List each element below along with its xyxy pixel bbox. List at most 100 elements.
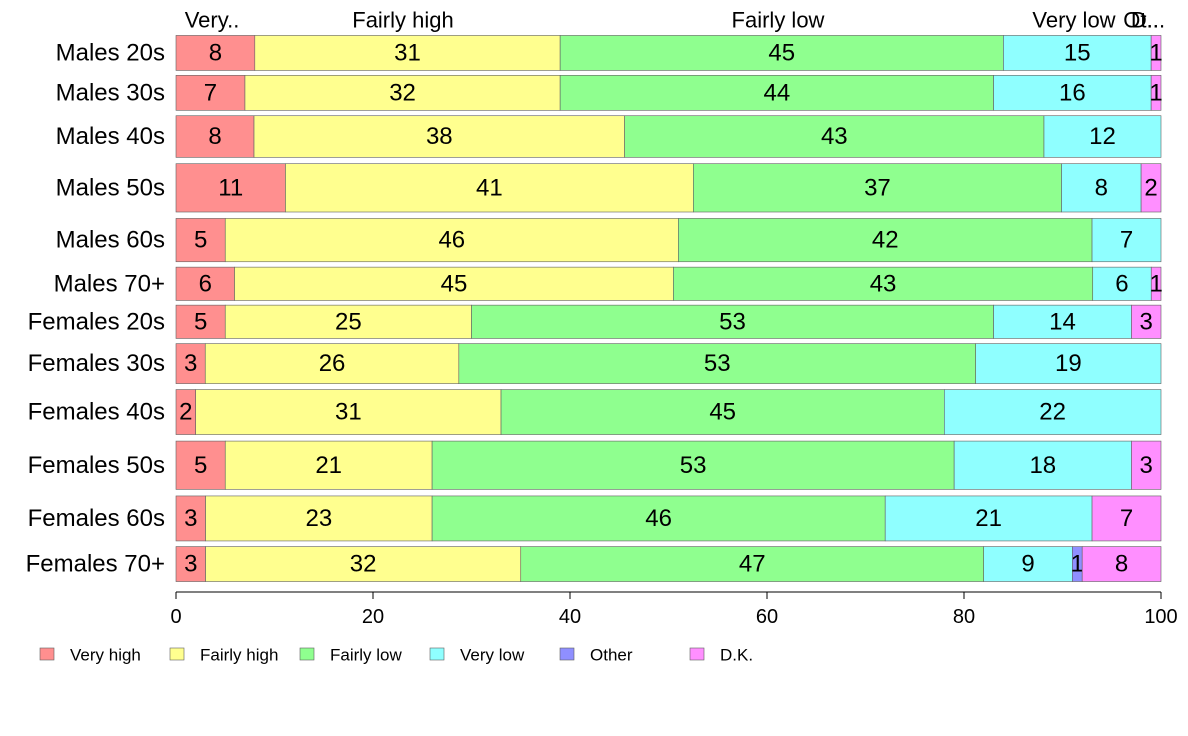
data-label-males-70-fairly-high: 45 [441,270,468,297]
data-label-males-20s-d-k: 1 [1149,39,1162,66]
bar-segment-males-20s-fairly-low [559,35,1004,71]
bar-segment-males-50s-fairly-low [693,163,1062,213]
data-label-females-20s-fairly-low: 53 [719,308,746,335]
category-label-males-30s: Males 30s [56,79,165,106]
bar-segment-females-30s-fairly-low [458,343,977,384]
data-label-females-40s-fairly-low: 45 [709,399,736,426]
data-label-males-50s-very-high: 11 [218,174,243,201]
data-label-males-60s-fairly-low: 42 [872,227,899,254]
bar-segment-females-50s-fairly-low [431,440,955,490]
x-tick-label-100: 100 [1144,606,1177,628]
bar-segment-males-40s-very-low [1043,115,1162,158]
legend-label-other: Other [590,646,633,665]
data-label-females-50s-fairly-high: 21 [315,452,342,479]
data-label-females-70-fairly-high: 32 [350,551,377,578]
data-label-females-50s-very-high: 5 [194,452,207,479]
data-label-females-60s-very-high: 3 [184,505,197,532]
data-label-males-60s-very-high: 5 [194,227,207,254]
legend-swatch-fairly-low [299,647,315,661]
data-label-females-70-d-k: 8 [1115,551,1128,578]
bar-segment-males-30s-fairly-low [559,75,994,111]
bar-segment-females-40s-fairly-high [195,389,502,435]
bar-segment-females-60s-very-high [175,495,206,542]
data-label-males-30s-very-high: 7 [204,79,217,106]
category-label-males-40s: Males 40s [56,123,165,150]
bar-segment-males-70-very-high [175,266,235,301]
data-label-males-20s-very-high: 8 [209,39,222,66]
bar-segment-males-50s-fairly-high [285,163,694,213]
bar-segment-males-20s-very-high [175,35,256,71]
data-label-females-20s-very-low: 14 [1049,308,1076,335]
bar-segment-males-50s-very-low [1061,163,1142,213]
bar-segment-females-50s-d-k [1131,440,1162,490]
data-label-males-30s-fairly-high: 32 [389,79,416,106]
bar-segment-females-60s-very-low [884,495,1093,542]
data-label-females-30s-fairly-high: 26 [319,350,346,377]
data-label-males-70-very-high: 6 [199,270,212,297]
data-label-females-50s-very-low: 18 [1029,452,1056,479]
category-label-females-40s: Females 40s [28,399,165,426]
bar-segment-males-70-d-k [1150,266,1162,301]
legend-swatch-fairly-high [169,647,185,661]
data-label-females-30s-fairly-low: 53 [704,350,731,377]
bar-segment-males-30s-d-k [1150,75,1162,111]
bar-segment-males-60s-very-low [1091,218,1162,263]
data-label-males-70-fairly-low: 43 [870,270,897,297]
data-label-males-70-very-low: 6 [1115,270,1128,297]
bar-segment-females-60s-d-k [1091,495,1162,542]
bar-segment-females-70-very-low [983,546,1073,582]
top-label-very-high: Very.. [185,8,240,33]
legend-swatch-d-k [689,647,705,661]
bar-segment-males-60s-fairly-low [678,218,1093,263]
bar-segment-females-30s-very-high [175,343,206,384]
bar-segment-females-30s-very-low [975,343,1162,384]
data-label-females-50s-fairly-low: 53 [680,452,707,479]
legend-label-d-k: D.K. [720,646,753,665]
legend-label-fairly-high: Fairly high [200,646,278,665]
data-label-females-20s-very-high: 5 [194,308,207,335]
top-label-other: Ot.. [1123,8,1158,33]
bar-segment-females-50s-very-high [175,440,226,490]
bar-segment-females-60s-fairly-low [431,495,886,542]
bar-segment-males-20s-d-k [1150,35,1162,71]
bar-segment-females-50s-fairly-high [224,440,433,490]
bar-segment-females-20s-very-low [993,304,1132,339]
data-label-females-20s-d-k: 3 [1140,308,1153,335]
data-label-females-70-very-low: 9 [1021,551,1034,578]
data-label-males-70-d-k: 1 [1149,270,1162,297]
top-label-very-low: Very low [1032,8,1115,33]
x-tick-label-60: 60 [756,606,778,628]
data-label-females-40s-very-high: 2 [179,399,192,426]
bar-segment-females-20s-fairly-high [224,304,472,339]
bar-segment-females-70-fairly-high [205,546,522,582]
legend-label-very-low: Very low [460,646,525,665]
category-label-females-70: Females 70+ [26,551,165,578]
category-label-males-50s: Males 50s [56,174,165,201]
category-label-males-20s: Males 20s [56,39,165,66]
data-label-females-30s-very-low: 19 [1055,350,1082,377]
bar-segment-males-70-fairly-high [234,266,674,301]
data-label-males-50s-very-low: 8 [1095,174,1108,201]
bar-segment-females-20s-d-k [1131,304,1162,339]
x-tick-label-40: 40 [559,606,581,628]
legend-swatch-very-low [429,647,445,661]
top-label-fairly-high: Fairly high [352,8,453,33]
bar-segment-females-40s-very-low [943,389,1162,435]
data-label-females-50s-d-k: 3 [1140,452,1153,479]
bar-segment-females-70-fairly-low [520,546,985,582]
category-label-females-60s: Females 60s [28,505,165,532]
bar-segment-females-20s-fairly-low [471,304,994,339]
data-label-males-60s-fairly-high: 46 [438,227,465,254]
data-label-females-70-very-high: 3 [184,551,197,578]
category-label-males-60s: Males 60s [56,227,165,254]
data-label-females-70-fairly-low: 47 [739,551,766,578]
bar-segment-males-30s-very-low [993,75,1152,111]
data-label-males-40s-fairly-high: 38 [426,123,453,150]
data-label-males-40s-very-high: 8 [208,123,221,150]
bar-segment-females-70-very-high [175,546,206,582]
bar-segment-females-30s-fairly-high [204,343,460,384]
data-label-males-50s-d-k: 2 [1144,174,1157,201]
bar-segment-males-40s-fairly-high [253,115,625,158]
bar-segment-males-50s-d-k [1140,163,1162,213]
